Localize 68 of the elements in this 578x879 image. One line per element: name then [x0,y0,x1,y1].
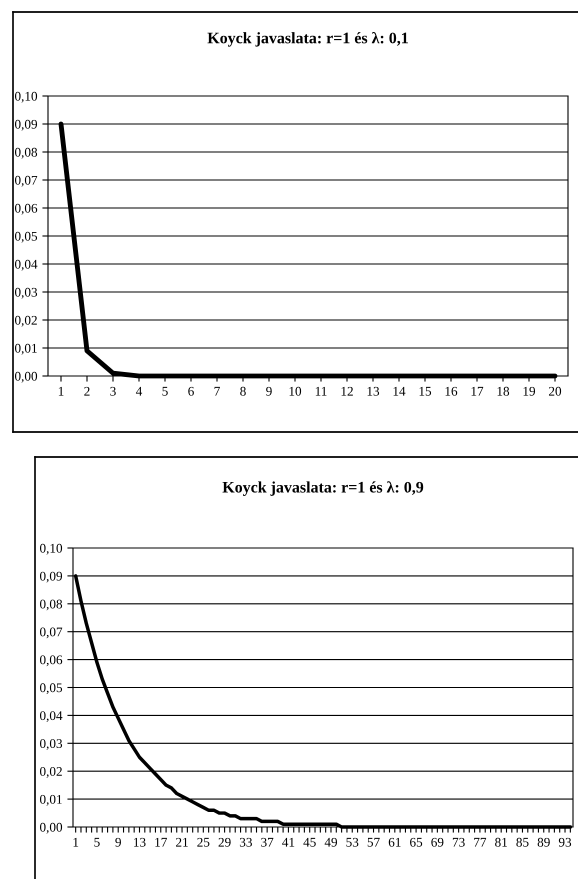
y-tick-label: 0,04 [40,711,62,722]
x-tick-label: 12 [342,386,353,396]
x-tick-label: 8 [240,386,246,396]
y-tick-label: 0,05 [40,683,62,694]
x-tick-label: 17 [472,386,484,396]
x-tick-label: 49 [324,838,338,847]
x-tick-label: 81 [495,838,507,847]
x-tick-label: 19 [524,386,536,396]
y-tick-label: 0,07 [40,628,62,638]
x-tick-label: 20 [548,386,562,396]
y-tick-label: 0,09 [40,572,62,583]
x-tick-label: 15 [420,386,432,396]
x-tick-label: 5 [162,386,168,396]
x-tick-label: 73 [452,838,465,847]
x-tick-label: 9 [115,838,121,847]
x-tick-label: 29 [218,838,231,847]
x-tick-label: 11 [316,386,327,396]
y-tick-label: 0,03 [40,739,62,750]
y-tick-label: 0,05 [14,232,38,243]
y-tick-label: 0,00 [40,822,62,834]
x-tick-label: 16 [446,386,458,396]
x-tick-label: 4 [136,386,142,396]
x-tick-label: 77 [474,838,486,847]
x-tick-label: 3 [110,386,116,396]
x-tick-label: 1 [74,838,78,847]
y-tick-label: 0,08 [14,148,38,159]
y-tick-label: 0,02 [40,767,62,778]
y-tick-label: 0,10 [14,92,38,103]
x-tick-label: 6 [188,386,194,396]
y-tick-label: 0,08 [40,600,62,610]
y-tick-label: 0,00 [14,372,38,383]
x-tick-label: 41 [282,838,294,847]
y-tick-label: 0,09 [14,120,38,131]
x-tick-label: 1 [58,386,64,396]
x-tick-label: 93 [558,838,572,847]
y-tick-label: 0,04 [14,260,38,271]
x-tick-label: 25 [197,838,210,847]
x-tick-label: 21 [176,838,188,847]
y-tick-label: 0,01 [40,794,62,806]
x-tick-label: 65 [410,838,422,847]
x-tick-label: 7 [214,386,220,396]
chart-title: Koyck javaslata: r=1 és λ: 0,9 [222,481,424,496]
x-tick-label: 37 [261,838,274,847]
x-tick-label: 17 [155,838,167,847]
y-tick-label: 0,06 [40,655,62,666]
x-tick-label: 9 [266,386,272,396]
x-tick-label: 13 [368,386,380,396]
y-tick-label: 0,07 [14,176,38,187]
x-tick-label: 89 [538,838,550,847]
y-tick-label: 0,01 [14,344,37,355]
x-tick-label: 2 [84,386,90,396]
x-tick-label: 14 [394,386,406,396]
y-tick-label: 0,06 [14,204,38,215]
x-tick-label: 18 [498,386,510,396]
x-tick-label: 33 [240,838,252,847]
x-tick-label: 45 [303,838,316,847]
x-tick-label: 5 [94,838,100,847]
x-tick-label: 57 [368,838,380,847]
y-tick-label: 0,10 [40,544,62,555]
y-tick-label: 0,02 [14,316,37,327]
x-tick-label: 13 [134,838,146,847]
x-tick-label: 10 [290,386,302,396]
x-tick-label: 53 [346,838,358,847]
y-tick-label: 0,03 [14,288,38,299]
chart-title: Koyck javaslata: r=1 és λ: 0,1 [208,32,408,47]
x-tick-label: 69 [431,838,444,847]
x-tick-label: 85 [516,838,529,847]
x-tick-label: 61 [388,838,401,847]
